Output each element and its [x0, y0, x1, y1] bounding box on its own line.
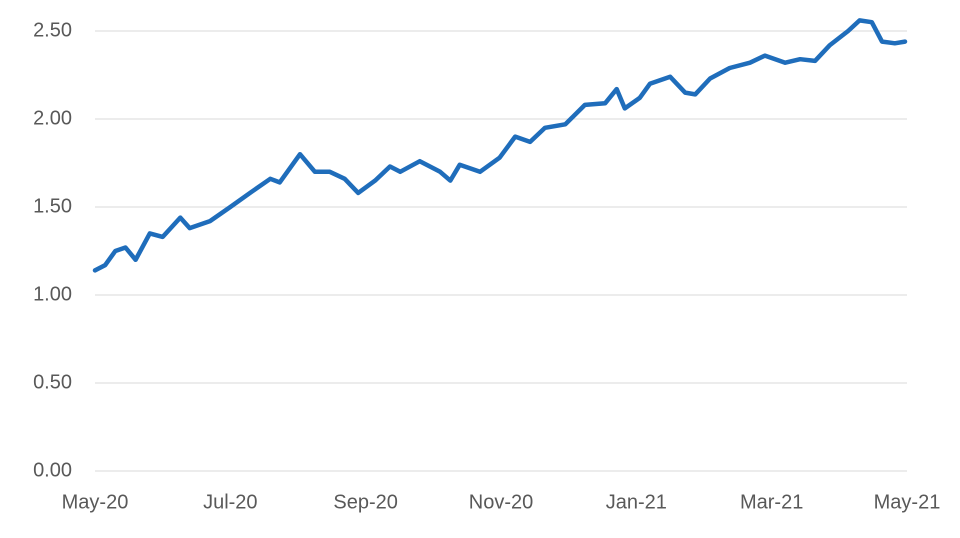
x-tick-label: May-20 — [62, 491, 129, 513]
y-tick-label: 0.00 — [33, 459, 72, 481]
x-tick-label: Jan-21 — [606, 491, 667, 513]
x-tick-label: Nov-20 — [469, 491, 533, 513]
y-tick-label: 1.00 — [33, 283, 72, 305]
y-tick-label: 1.50 — [33, 195, 72, 217]
y-tick-label: 2.50 — [33, 19, 72, 41]
data-line — [92, 18, 908, 273]
x-tick-label: Jul-20 — [203, 491, 257, 513]
x-tick-label: Mar-21 — [740, 491, 803, 513]
y-tick-label: 2.00 — [33, 107, 72, 129]
y-tick-label: 0.50 — [33, 371, 72, 393]
x-tick-label: May-21 — [874, 491, 941, 513]
x-tick-label: Sep-20 — [333, 491, 398, 513]
